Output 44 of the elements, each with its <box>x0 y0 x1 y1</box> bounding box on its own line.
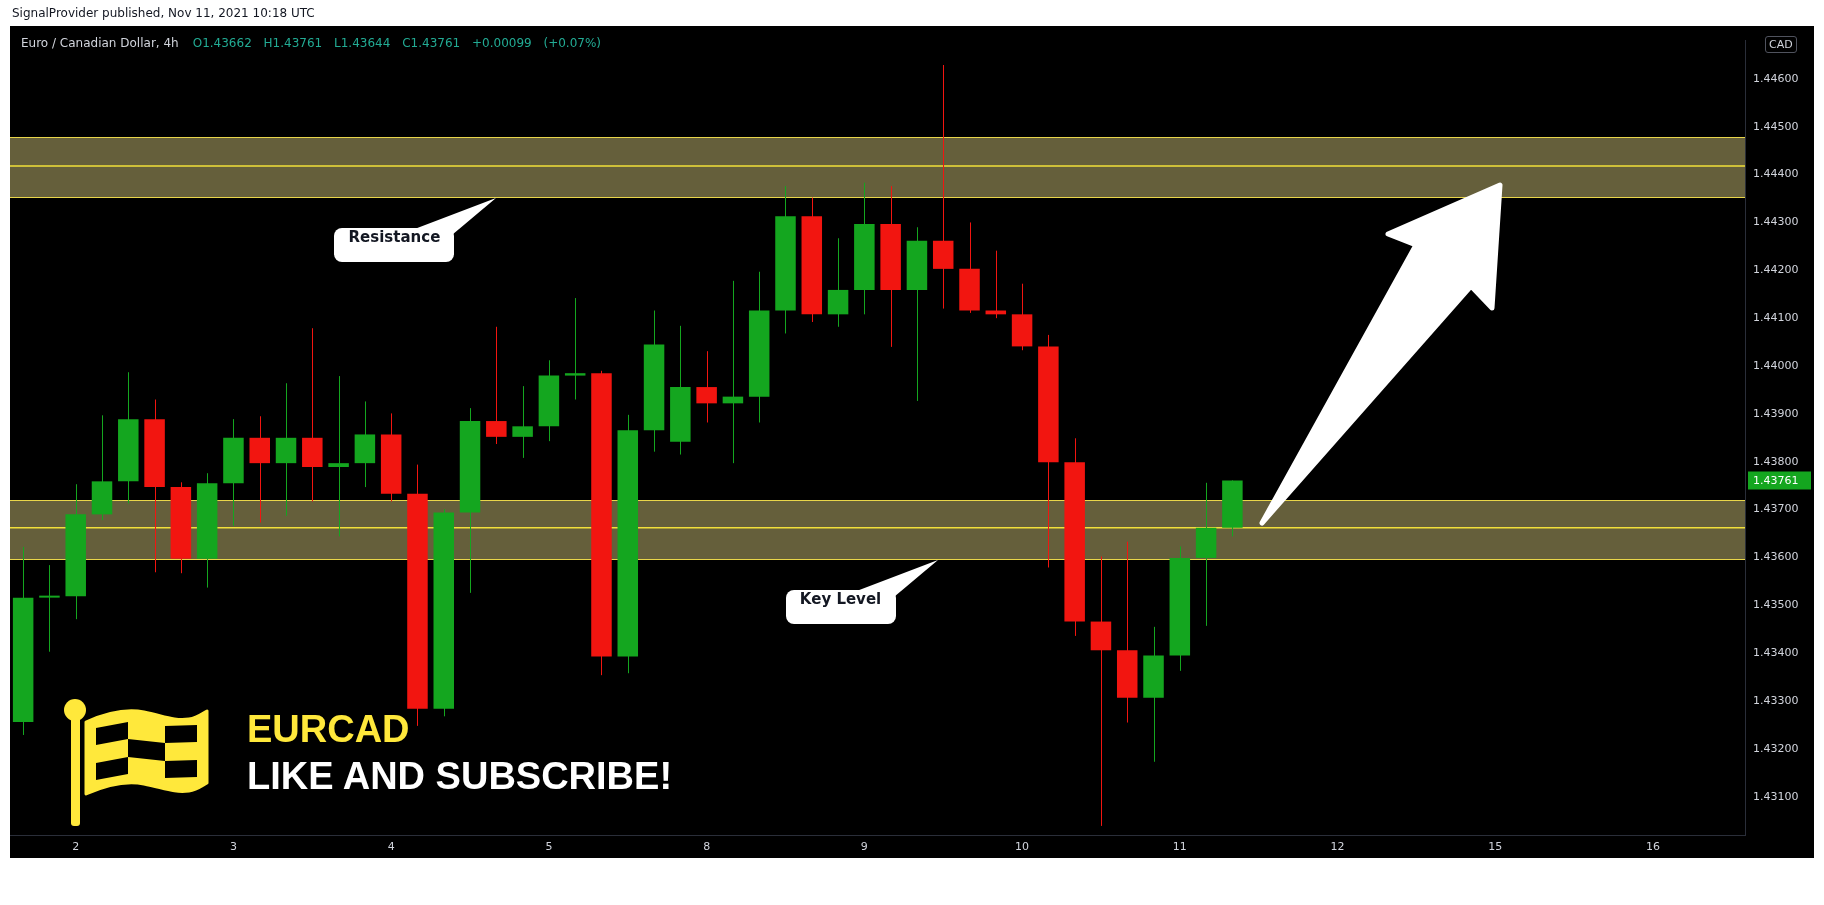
chart-subtitle: O1.43662 H1.43761 L1.43644 C1.43761 +0.00099 (+0.07%) <box>192 36 602 50</box>
candlestick <box>564 297 586 401</box>
x-tick-label: 2 <box>72 840 80 854</box>
band-label: Key Level <box>785 589 896 624</box>
band-label: Resistance <box>334 227 455 262</box>
candlestick <box>932 64 954 310</box>
x-tick-label: 9 <box>860 840 868 854</box>
candlestick <box>696 350 717 423</box>
annotation: LIKE AND SUBSCRIBE! <box>247 755 673 797</box>
candlestick <box>39 564 60 653</box>
chart-title: Euro / Canadian Dollar, 4h <box>21 36 179 50</box>
y-tick-label: 1.43300 <box>1753 693 1799 707</box>
y-axis-title: CAD <box>1765 36 1797 53</box>
x-tick-label: 5 <box>545 840 553 854</box>
y-tick-label: 1.44300 <box>1753 215 1799 229</box>
y-tick-label: 1.43600 <box>1753 550 1799 564</box>
text: SignalProvider published, Nov 11, 2021 10:18 UTC <box>12 6 315 20</box>
x-tick-label: 8 <box>703 840 711 854</box>
y-tick-label: 1.43100 <box>1753 789 1799 803</box>
text: 1.43761 <box>1753 474 1799 488</box>
x-tick-label: 3 <box>229 840 237 854</box>
y-tick-label: 1.43700 <box>1753 502 1799 516</box>
y-tick-label: 1.43200 <box>1753 741 1799 755</box>
candlestick <box>486 326 507 445</box>
x-tick-label: 11 <box>1172 840 1187 854</box>
candlestick <box>1090 555 1112 827</box>
y-tick-label: 1.43500 <box>1753 598 1799 612</box>
y-tick-label: 1.44400 <box>1753 167 1799 181</box>
y-tick-label: 1.43900 <box>1753 406 1799 420</box>
x-tick-label: 4 <box>387 840 395 854</box>
x-tick-label: 10 <box>1015 840 1030 854</box>
y-tick-label: 1.44000 <box>1753 358 1799 372</box>
y-tick-label: 1.43800 <box>1753 454 1799 468</box>
x-tick-label: 15 <box>1488 840 1503 854</box>
x-tick-label: 12 <box>1330 840 1345 854</box>
y-tick-label: 1.44600 <box>1753 71 1799 85</box>
y-tick-label: 1.43400 <box>1753 646 1799 660</box>
annotation: EURCAD <box>247 708 410 750</box>
candlestick <box>512 385 533 459</box>
candlestick <box>328 375 349 537</box>
y-tick-label: 1.44100 <box>1753 311 1799 325</box>
y-tick-label: 1.44500 <box>1753 119 1799 133</box>
y-tick-label: 1.44200 <box>1753 263 1799 277</box>
x-tick-label: 16 <box>1645 840 1660 854</box>
